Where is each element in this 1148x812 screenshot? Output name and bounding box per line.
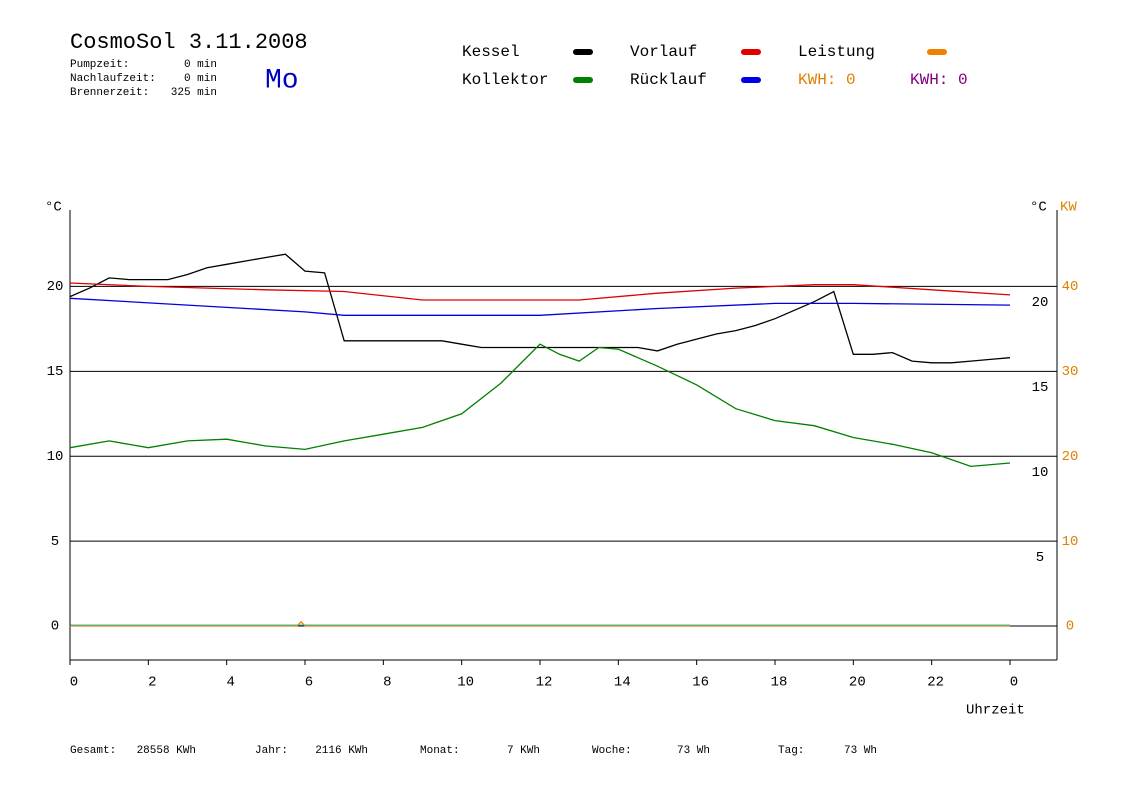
y2-unit: KW — [1060, 200, 1077, 216]
x-tick-label: 2 — [148, 675, 156, 691]
x-tick-label: 18 — [771, 675, 788, 691]
footer-value: 7 KWh — [507, 745, 540, 757]
x-tick-label: 14 — [614, 675, 631, 691]
x-label: Uhrzeit — [966, 703, 1025, 719]
title: CosmoSol 3.11.2008 — [70, 30, 308, 55]
stat-value: 0 min — [184, 73, 217, 85]
x-tick-label: 8 — [383, 675, 391, 691]
legend-label: Kessel — [462, 43, 520, 61]
day: Mo — [265, 65, 299, 96]
legend-label: Kollektor — [462, 71, 548, 89]
legend-label: Vorlauf — [630, 43, 697, 61]
x-tick-label: 0 — [1010, 675, 1018, 691]
y-right-tick-label: 10 — [1032, 465, 1049, 481]
stat-label: Nachlaufzeit: — [70, 73, 156, 85]
y-tick-label: 15 — [47, 364, 64, 380]
y2-tick-label: 20 — [1062, 449, 1079, 465]
kwh-label: KWH: 0 — [798, 71, 856, 89]
x-tick-label: 16 — [692, 675, 709, 691]
footer-value: 73 Wh — [677, 745, 710, 757]
series-line — [69, 297, 1011, 316]
stat-value: 0 min — [184, 59, 217, 71]
footer-label: Woche: — [592, 745, 632, 757]
x-tick-label: 4 — [226, 675, 234, 691]
stat-label: Brennerzeit: — [70, 87, 149, 99]
x-tick-label: 20 — [849, 675, 866, 691]
x-tick-label: 12 — [536, 675, 553, 691]
stat-value: 325 min — [171, 87, 217, 99]
y2-tick-label: 40 — [1062, 279, 1079, 295]
kwh-label: KWH: 0 — [910, 71, 968, 89]
footer-value: 73 Wh — [844, 745, 877, 757]
footer-value: 28558 KWh — [137, 745, 196, 757]
series-line — [69, 253, 1011, 364]
x-tick-label: 6 — [305, 675, 313, 691]
x-tick-label: 22 — [927, 675, 944, 691]
footer-label: Jahr: — [255, 745, 288, 757]
y-tick-label: 0 — [51, 619, 59, 635]
y-unit: °C — [45, 200, 62, 216]
footer-label: Monat: — [420, 745, 460, 757]
y-tick-label: 5 — [51, 534, 59, 550]
y-right-tick-label: 20 — [1032, 295, 1049, 311]
y-unit-right: °C — [1030, 200, 1047, 216]
y2-tick-label: 0 — [1066, 619, 1074, 635]
footer-label: Tag: — [778, 745, 804, 757]
x-tick-label: 10 — [457, 675, 474, 691]
series-line — [70, 620, 1010, 627]
footer-label: Gesamt: — [70, 745, 116, 757]
y2-tick-label: 30 — [1062, 364, 1079, 380]
y-right-tick-label: 15 — [1032, 380, 1049, 396]
footer-value: 2116 KWh — [315, 745, 368, 757]
y-right-tick-label: 5 — [1036, 550, 1044, 566]
y2-tick-label: 10 — [1062, 534, 1079, 550]
series-line — [69, 343, 1011, 468]
y-tick-label: 20 — [47, 279, 64, 295]
y-tick-label: 10 — [47, 449, 64, 465]
x-tick-label: 0 — [70, 675, 78, 691]
stat-label: Pumpzeit: — [70, 59, 129, 71]
series-line — [69, 282, 1011, 301]
legend-label: Rücklauf — [630, 71, 707, 89]
legend-label: Leistung — [798, 43, 875, 61]
